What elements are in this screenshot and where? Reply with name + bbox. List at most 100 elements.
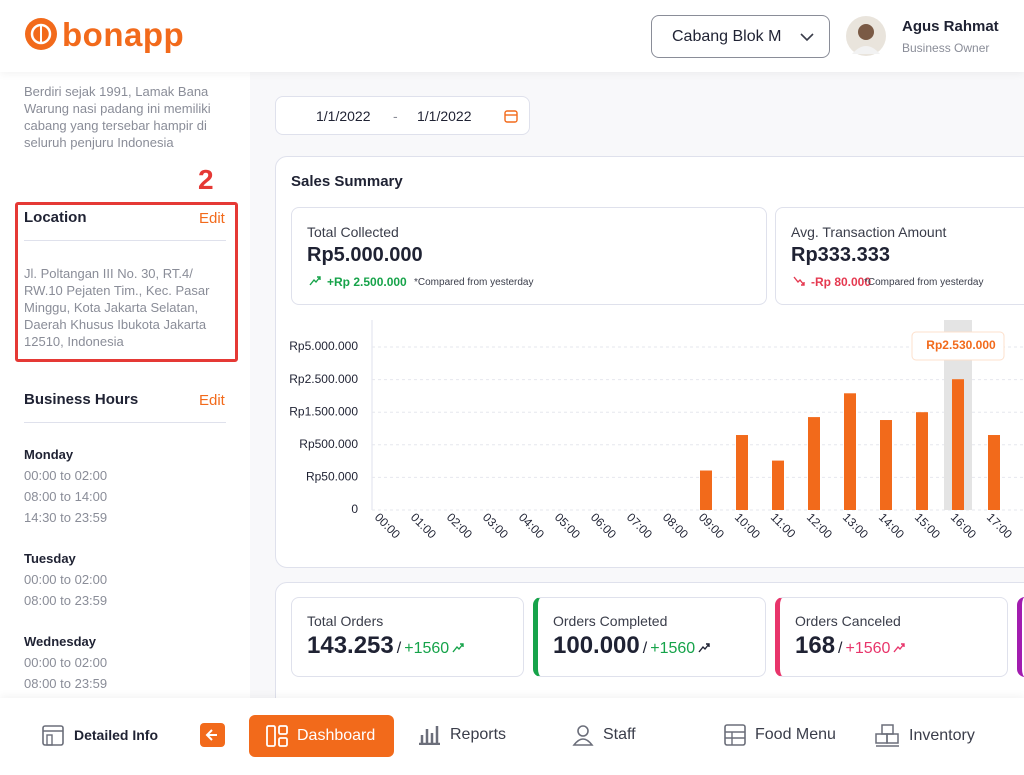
sales-summary: Sales Summary Total Collected Rp5.000.00…	[275, 156, 1024, 568]
x-tick-label: 01:00	[408, 510, 439, 541]
bar	[844, 393, 856, 510]
x-tick-label: 15:00	[912, 510, 943, 541]
bar	[952, 379, 964, 510]
about: Berdiri sejak 1991, Lamak Bana Warung na…	[24, 84, 211, 150]
trend-up	[309, 276, 321, 286]
order-title: Orders Completed	[553, 613, 668, 629]
y-tick-label: Rp500.000	[299, 437, 358, 451]
hours-edit[interactable]: Edit	[199, 392, 225, 409]
stat-value: Rp5.000.000	[307, 244, 423, 266]
day-hours: 00:00 to 02:00	[24, 572, 108, 587]
nav-food-menu[interactable]: Food Menu	[724, 724, 836, 746]
y-tick-label: Rp2.500.000	[289, 372, 358, 386]
nav-staff[interactable]: Staff	[572, 724, 636, 746]
y-tick-label: Rp5.000.000	[289, 339, 358, 353]
stat-change: -Rp 80.000	[811, 275, 872, 289]
chevron	[800, 33, 814, 42]
order-change: +1560	[404, 640, 450, 657]
day-hours: 08:00 to 23:59	[24, 593, 108, 608]
y-tick-label: Rp50.000	[306, 470, 358, 484]
x-tick-label: 04:00	[516, 510, 547, 541]
nav-label: Inventory	[909, 727, 975, 744]
y-tick-label: Rp1.500.000	[289, 404, 358, 418]
trend-icon	[893, 643, 906, 653]
sidebar: Berdiri sejak 1991, Lamak Bana Warung na…	[0, 72, 250, 698]
x-tick-label: 17:00	[984, 510, 1015, 541]
x-tick-label: 03:00	[480, 510, 511, 541]
x-tick-label: 16:00	[948, 510, 979, 541]
x-tick-label: 13:00	[840, 510, 871, 541]
date-range[interactable]: 1/1/2022 - 1/1/2022	[275, 96, 530, 135]
order-card: Orders Canceled 168/+1560	[775, 597, 1008, 677]
avatar[interactable]	[846, 16, 886, 56]
collapse-button[interactable]	[200, 723, 225, 747]
nav-inventory[interactable]: Inventory	[875, 724, 975, 748]
location-edit[interactable]: Edit	[199, 210, 225, 227]
icon	[724, 724, 746, 746]
stat-note: *Compared from yesterday	[414, 277, 534, 288]
logo: bonapp	[62, 16, 185, 53]
order-card-edge	[1017, 597, 1024, 677]
trend-icon	[452, 643, 464, 653]
order-change: +1560	[650, 640, 696, 657]
day-hours: 00:00 to 02:00	[24, 468, 108, 483]
calendar-icon	[504, 110, 518, 123]
stat-title: Avg. Transaction Amount	[791, 224, 947, 240]
order-value: 168	[795, 632, 836, 659]
order-value: 143.253	[307, 632, 394, 659]
bottom-nav: Detailed Info Dashboard Reports Staff Fo…	[0, 698, 1024, 775]
date-separator: -	[393, 107, 398, 124]
logo-icon	[25, 18, 57, 50]
x-tick-label: 11:00	[768, 510, 799, 541]
x-tick-label: 10:00	[732, 510, 763, 541]
x-tick-label: 02:00	[444, 510, 475, 541]
stat-note: *Compared from yesterday	[864, 277, 984, 288]
icon	[419, 726, 440, 745]
nav-label: Detailed Info	[74, 727, 159, 743]
icon	[42, 725, 64, 746]
nav-label: Staff	[603, 726, 636, 743]
date-start: 1/1/2022	[316, 107, 371, 124]
x-tick-label: 07:00	[624, 510, 655, 541]
x-tick-label: 09:00	[696, 510, 727, 541]
stat-card: Avg. Transaction Amount Rp333.333 -Rp 80…	[775, 207, 1024, 305]
day-name: Monday	[24, 447, 74, 462]
order-title: Orders Canceled	[795, 613, 901, 629]
bar	[916, 412, 928, 510]
order-value: 100.000	[553, 632, 640, 659]
icon	[266, 725, 288, 747]
order-row: 100.000/+1560	[553, 632, 710, 660]
nav-detailed-info[interactable]: Detailed Info	[41, 723, 158, 747]
x-tick-label: 06:00	[588, 510, 619, 541]
date-end: 1/1/2022	[417, 107, 472, 124]
day-hours: 00:00 to 02:00	[24, 655, 108, 670]
nav-reports[interactable]: Reports	[418, 725, 506, 745]
order-card: Total Orders 143.253/+1560	[291, 597, 524, 677]
hours-title: Business Hours	[24, 391, 139, 408]
branch-select[interactable]: Cabang Blok M	[651, 15, 830, 58]
day-hours: 08:00 to 14:00	[24, 489, 108, 504]
header: bonapp Cabang Blok M Agus Rahmat Busines…	[0, 0, 1024, 72]
order-separator: /	[642, 640, 648, 657]
annotation: 2	[198, 164, 214, 195]
order-card: Orders Completed 100.000/+1560	[533, 597, 766, 677]
stat-card: Total Collected Rp5.000.000 +Rp 2.500.00…	[291, 207, 767, 305]
x-tick-label: 05:00	[552, 510, 583, 541]
day-hours: 14:30 to 23:59	[24, 510, 108, 525]
stat-value: Rp333.333	[791, 244, 890, 266]
divider	[24, 422, 226, 423]
bar	[808, 417, 820, 510]
order-change: +1560	[845, 640, 891, 657]
order-row: 143.253/+1560	[307, 632, 464, 660]
branch-name: Cabang Blok M	[672, 27, 782, 45]
section-title: Sales Summary	[291, 173, 403, 190]
day-name: Wednesday	[24, 634, 97, 649]
bar	[772, 460, 784, 510]
order-separator: /	[838, 640, 843, 657]
nav-dashboard[interactable]: Dashboard	[249, 715, 394, 757]
nav-label: Food Menu	[755, 726, 836, 743]
sales-chart: 0 Rp50.000 Rp500.000 Rp1.500.000 Rp2.500.000…	[289, 320, 1024, 542]
stat-title: Total Collected	[307, 224, 399, 240]
x-tick-label: 00:00	[372, 510, 403, 541]
